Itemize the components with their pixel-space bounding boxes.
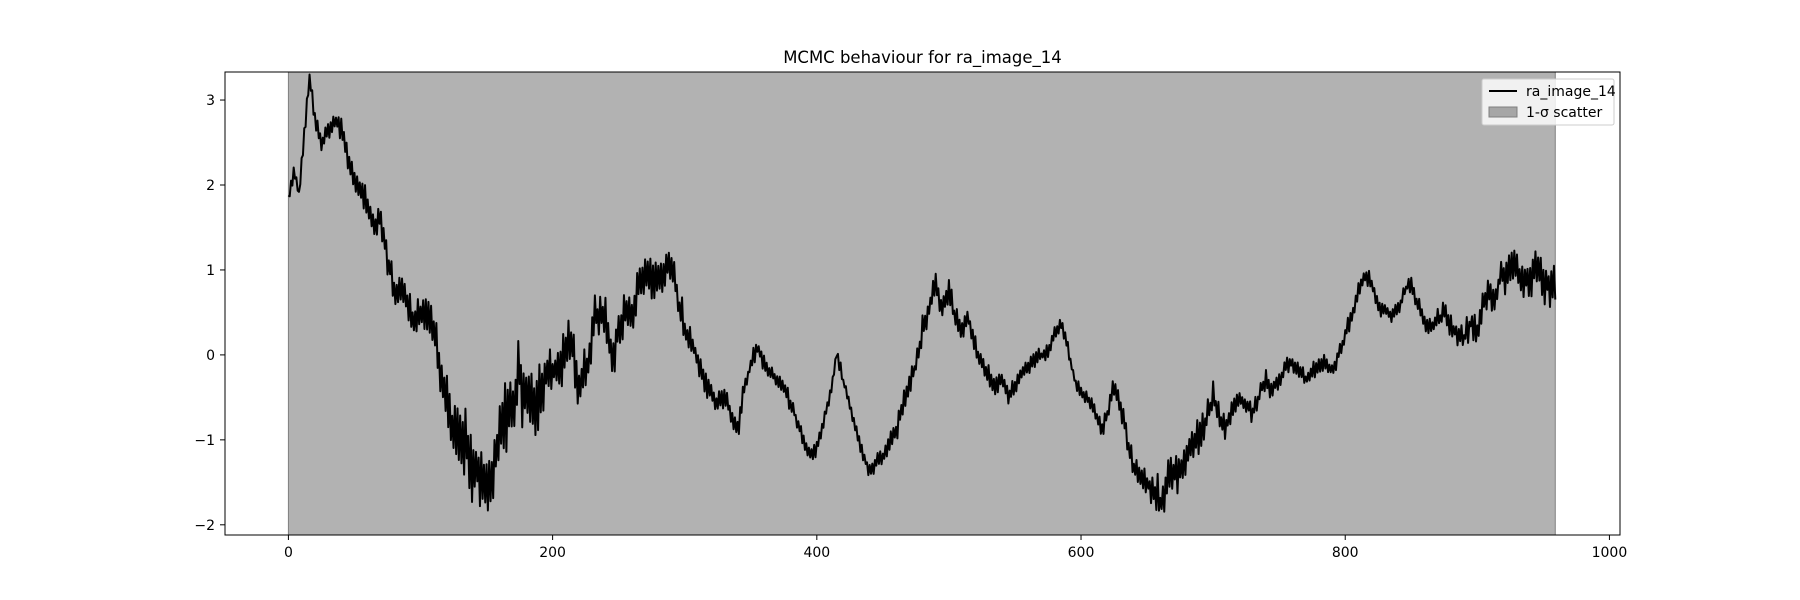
chart-title: MCMC behaviour for ra_image_14 xyxy=(783,48,1062,68)
y-tick-label: 2 xyxy=(206,178,215,194)
y-axis: −2 −1 0 1 2 3 xyxy=(194,93,225,534)
x-tick-label: 200 xyxy=(539,545,566,561)
x-axis: 0 200 400 600 800 1000 xyxy=(284,535,1627,561)
x-tick-label: 0 xyxy=(284,545,293,561)
scatter-band xyxy=(287,72,1556,535)
plot-frame xyxy=(224,71,1621,536)
legend-patch-swatch xyxy=(1488,106,1518,118)
trace-line xyxy=(287,73,1557,513)
legend: ra_image_14 1-σ scatter xyxy=(1481,78,1616,126)
y-tick-label: −2 xyxy=(194,518,215,534)
legend-label-trace: ra_image_14 xyxy=(1526,84,1616,100)
y-tick-label: −1 xyxy=(194,433,215,449)
x-tick-label: 800 xyxy=(1332,545,1359,561)
y-tick-label: 3 xyxy=(206,93,215,109)
x-tick-label: 400 xyxy=(803,545,830,561)
legend-label-scatter: 1-σ scatter xyxy=(1526,105,1602,121)
y-tick-label: 0 xyxy=(206,348,215,364)
x-tick-label: 600 xyxy=(1068,545,1095,561)
x-tick-label: 1000 xyxy=(1592,545,1628,561)
y-tick-label: 1 xyxy=(206,263,215,279)
